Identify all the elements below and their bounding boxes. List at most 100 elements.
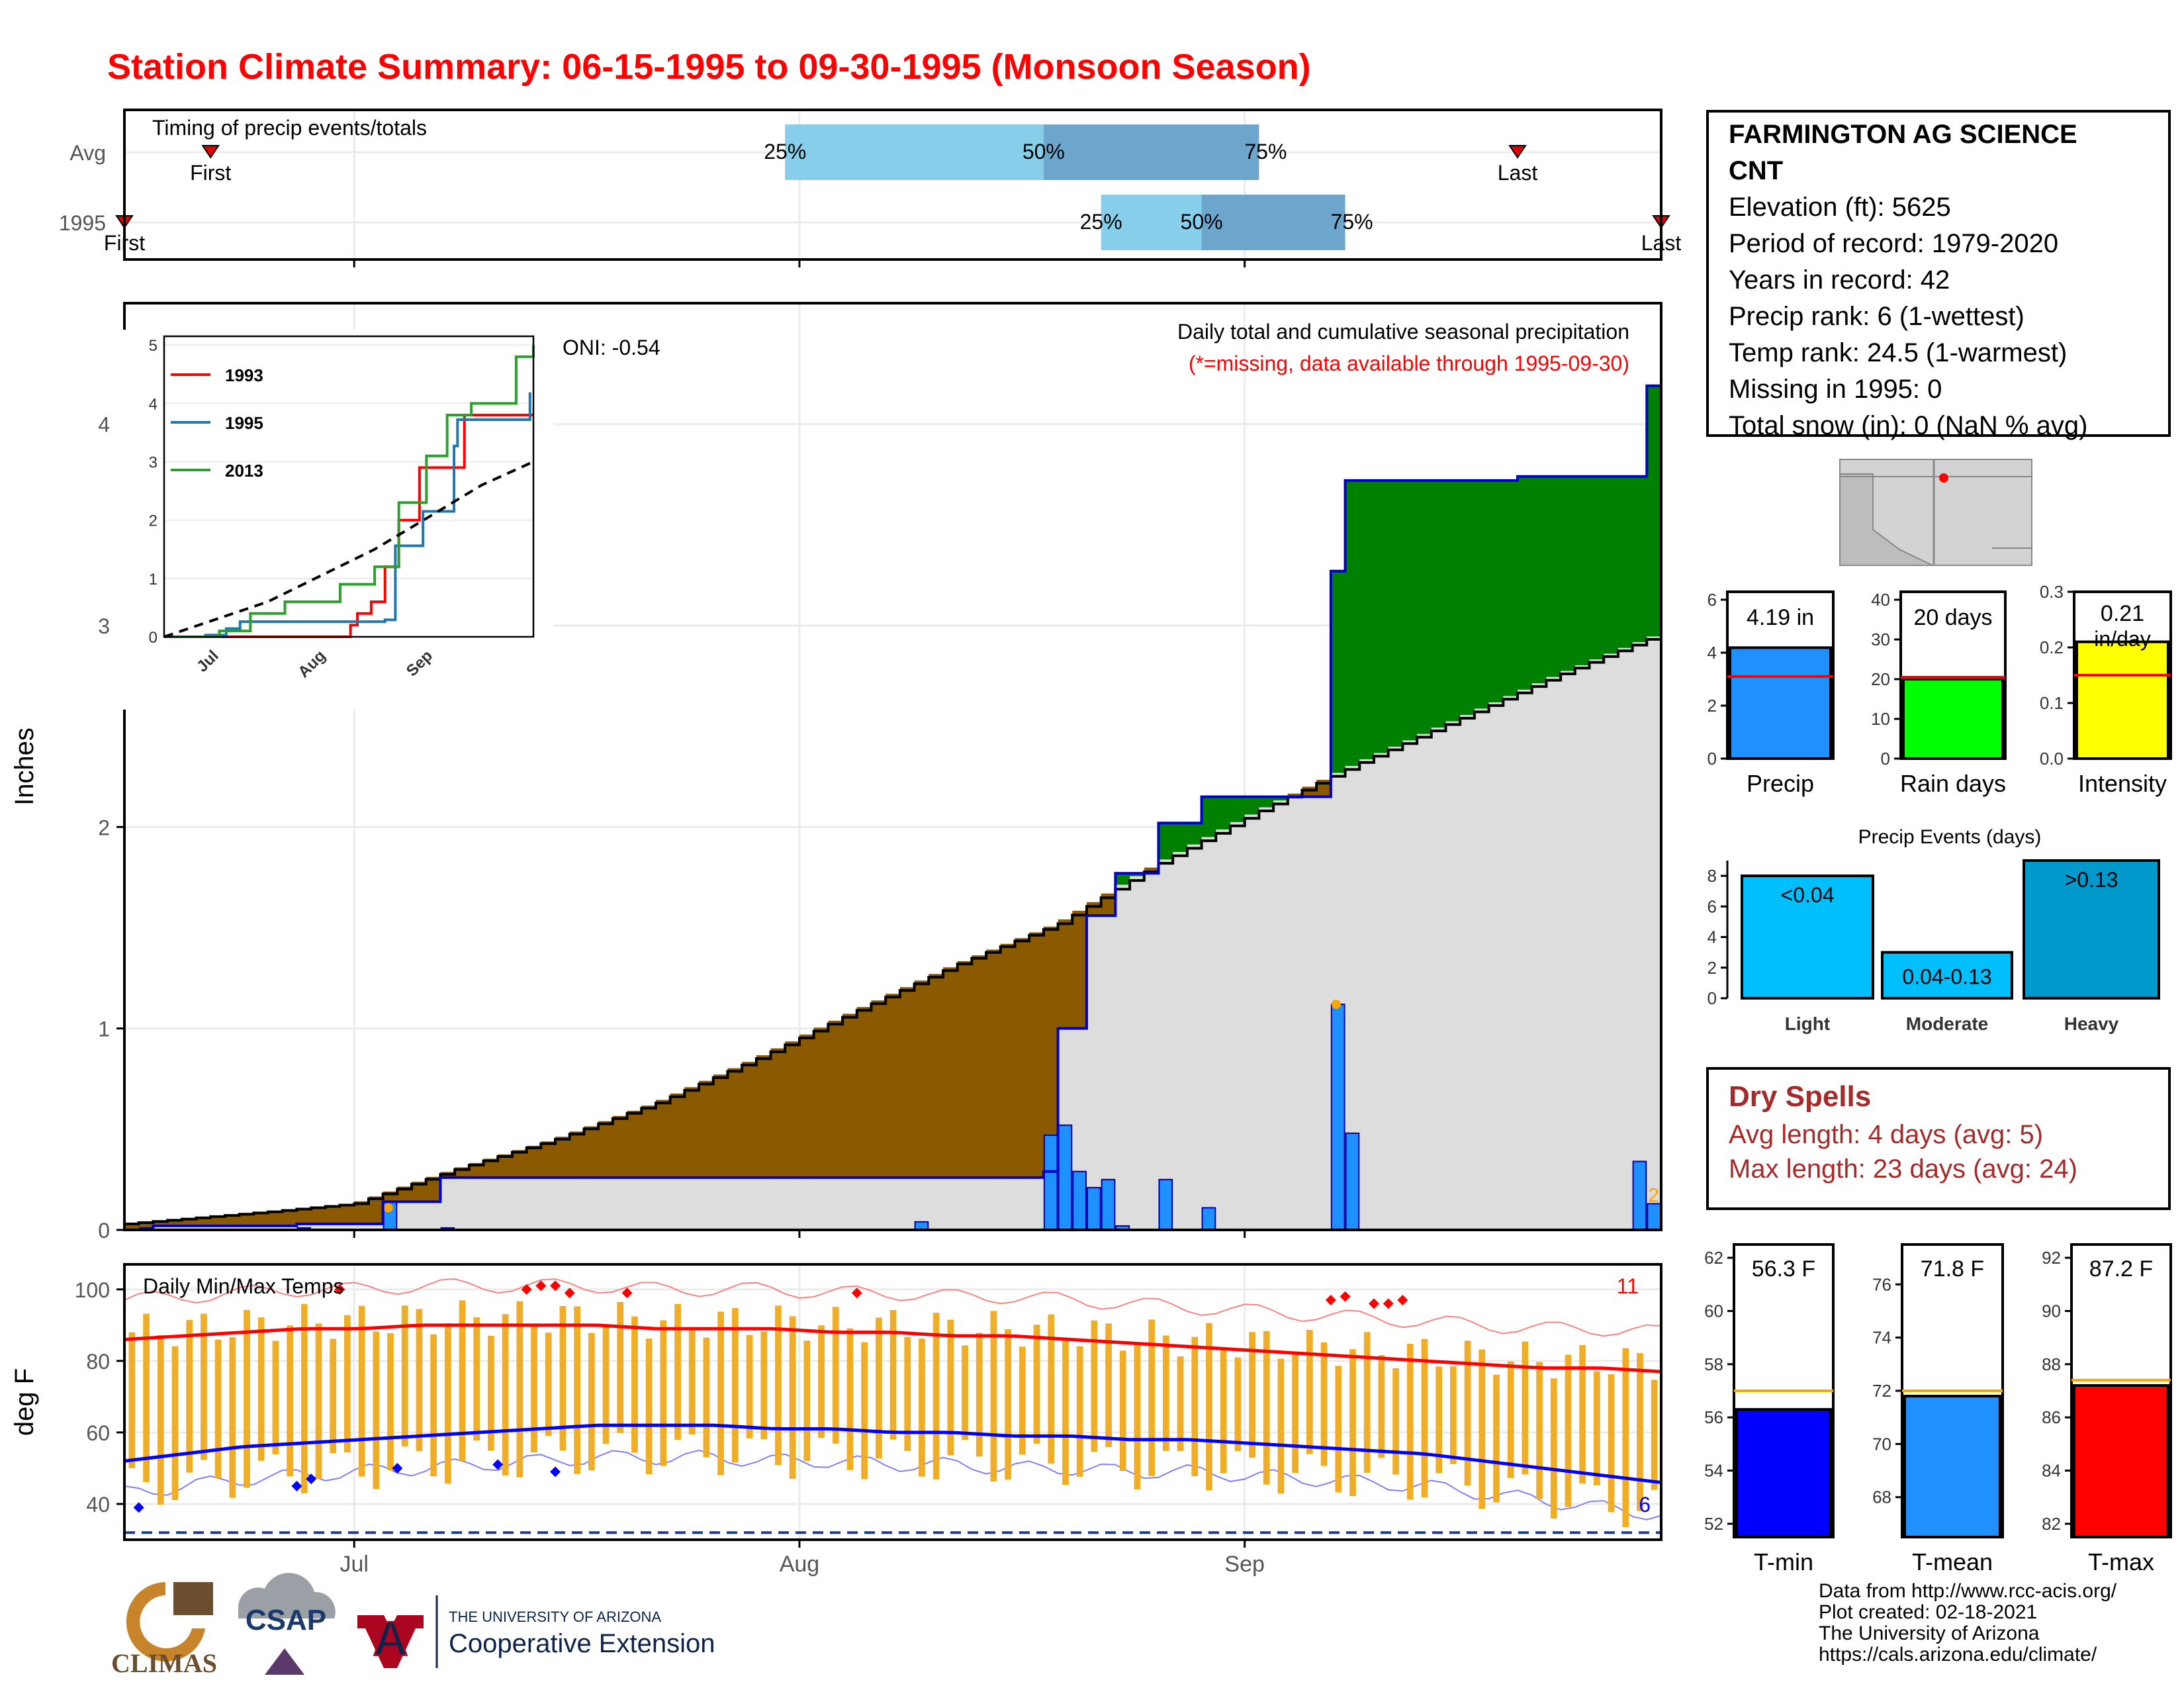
- record-high-marker: [851, 1288, 862, 1299]
- q50-label: 50%: [1181, 210, 1223, 234]
- daily-temp-bar: [272, 1340, 279, 1455]
- average-fill: [1574, 665, 1590, 1230]
- event-category-label: Heavy: [2064, 1013, 2119, 1034]
- mini-tick-label: 56: [1704, 1407, 1723, 1427]
- average-fill: [886, 1177, 901, 1230]
- cold-count: 6: [1639, 1493, 1651, 1517]
- above-average-fill: [1445, 480, 1461, 722]
- daily-temp-bar: [1234, 1357, 1242, 1452]
- daily-temp-bar: [459, 1300, 466, 1462]
- average-fill: [296, 1223, 312, 1230]
- average-fill: [526, 1177, 541, 1230]
- mini-tick-label: 52: [1704, 1514, 1723, 1534]
- daily-temp-bar: [1392, 1368, 1399, 1475]
- daily-temp-bar: [531, 1326, 537, 1453]
- inset-legend-label: 1995: [225, 413, 263, 433]
- mini-tick-label: 0.2: [2040, 637, 2064, 657]
- daily-temp-bar: [1048, 1314, 1055, 1464]
- daily-temp-bar: [143, 1313, 150, 1483]
- record-high-line: [124, 1278, 1662, 1337]
- daily-temp-bar: [1507, 1361, 1514, 1478]
- average-fill: [282, 1225, 297, 1230]
- mini-tick-label: 84: [2042, 1461, 2061, 1481]
- mini-tick-label: 68: [1872, 1487, 1891, 1507]
- daily-temp-bar: [1019, 1346, 1026, 1455]
- average-fill: [1647, 636, 1662, 1230]
- mini-axis-label: Precip: [1747, 770, 1814, 797]
- average-fill: [1531, 683, 1547, 1230]
- average-fill: [1359, 759, 1375, 1230]
- below-average-fill: [1000, 943, 1015, 1178]
- below-average-fill: [167, 1219, 183, 1226]
- dry-spells-max: Max length: 23 days (avg: 24): [1729, 1154, 2077, 1184]
- mini-tick-label: 6: [1707, 590, 1717, 610]
- events-tick-label: 4: [1707, 927, 1717, 947]
- daily-temp-bar: [1206, 1323, 1212, 1491]
- below-average-fill: [282, 1209, 297, 1226]
- average-fill: [1187, 844, 1203, 1230]
- ua-logo-letter: A: [373, 1613, 408, 1665]
- daily-precip-bar: [1058, 1124, 1073, 1231]
- mini-value-bar: [1903, 1395, 2001, 1539]
- daily-temp-bar: [990, 1311, 997, 1482]
- below-average-fill: [340, 1204, 355, 1224]
- mini-tick-label: 76: [1872, 1274, 1891, 1294]
- daily-temp-bar: [186, 1320, 193, 1473]
- below-average-fill: [210, 1216, 226, 1226]
- ua-logo-block: [357, 1615, 424, 1668]
- average-fill: [713, 1177, 728, 1230]
- daily-precip-bar: [1632, 1160, 1647, 1231]
- daily-temp-bar: [760, 1331, 768, 1440]
- y-tick-label: 1: [98, 1017, 110, 1041]
- mini-tick-label: 30: [1871, 630, 1890, 649]
- csap-cloud-icon: [238, 1573, 336, 1618]
- season-minis: 0 2 4 6 4.19 in Precip 0 10 20 30 40 20 days Rain da…: [1707, 582, 2172, 797]
- average-fill: [1604, 653, 1619, 1230]
- last-marker: [1508, 145, 1527, 159]
- below-average-fill: [526, 1145, 541, 1178]
- below-average-fill: [426, 1176, 441, 1202]
- mini-tick-label: 2: [1707, 696, 1717, 716]
- mini-axis-label: Intensity: [2078, 770, 2167, 797]
- daily-temp-bar: [1550, 1378, 1557, 1519]
- mini-value-label: 4.19 in: [1747, 605, 1814, 630]
- above-average-fill: [1259, 796, 1274, 808]
- record-high-marker: [564, 1288, 575, 1299]
- mini-tick-label: 70: [1872, 1434, 1891, 1454]
- mini-tick-label: 10: [1871, 709, 1890, 729]
- daily-temp-bar: [1435, 1366, 1443, 1474]
- daily-temp-bar: [1091, 1320, 1098, 1452]
- below-average-fill: [886, 994, 901, 1178]
- daily-temp-bar: [1148, 1319, 1156, 1476]
- main-frame: [123, 302, 1662, 1231]
- event-bar: [1881, 951, 2013, 1000]
- below-average-fill: [1302, 786, 1317, 797]
- temps-panel: Daily Min/Max Temps 11 6 40 60 80 100 Jul Aug Sep…: [10, 1263, 1662, 1577]
- average-fill: [1244, 814, 1259, 1230]
- mini-tick-label: 0.1: [2040, 693, 2064, 713]
- below-average-fill: [942, 967, 958, 1178]
- above-average-fill: [1388, 480, 1403, 747]
- logos: CLIMAS CSAP A THE UNIVERSITY OF ARIZONA Coop…: [111, 1573, 715, 1678]
- record-low-marker: [550, 1466, 561, 1477]
- daily-temp-bar: [444, 1323, 451, 1484]
- daily-temp-bar: [1536, 1362, 1543, 1499]
- mini-axis-label: T-mean: [1912, 1548, 1993, 1575]
- mini-unit-label: in/day: [2094, 627, 2150, 651]
- mini-tick-label: 0.0: [2040, 749, 2064, 769]
- record-high-marker: [535, 1280, 547, 1291]
- credits-university: The University of Arizona: [1819, 1622, 2040, 1644]
- timing-row-label: 1995: [59, 211, 106, 235]
- daily-temp-bar: [1335, 1366, 1342, 1493]
- below-average-fill: [799, 1034, 815, 1178]
- record-high-marker: [1368, 1298, 1379, 1309]
- inset-y-tick-label: 1: [149, 571, 158, 588]
- average-fill: [670, 1177, 685, 1230]
- station-snow: Total snow (in): 0 (NaN % avg): [1729, 411, 2088, 440]
- daily-temp-bar: [1579, 1344, 1586, 1484]
- below-average-fill: [842, 1013, 858, 1178]
- station-years: Years in record: 42: [1729, 265, 1950, 295]
- event-category-label: Moderate: [1906, 1013, 1988, 1034]
- record-high-marker: [1325, 1295, 1336, 1306]
